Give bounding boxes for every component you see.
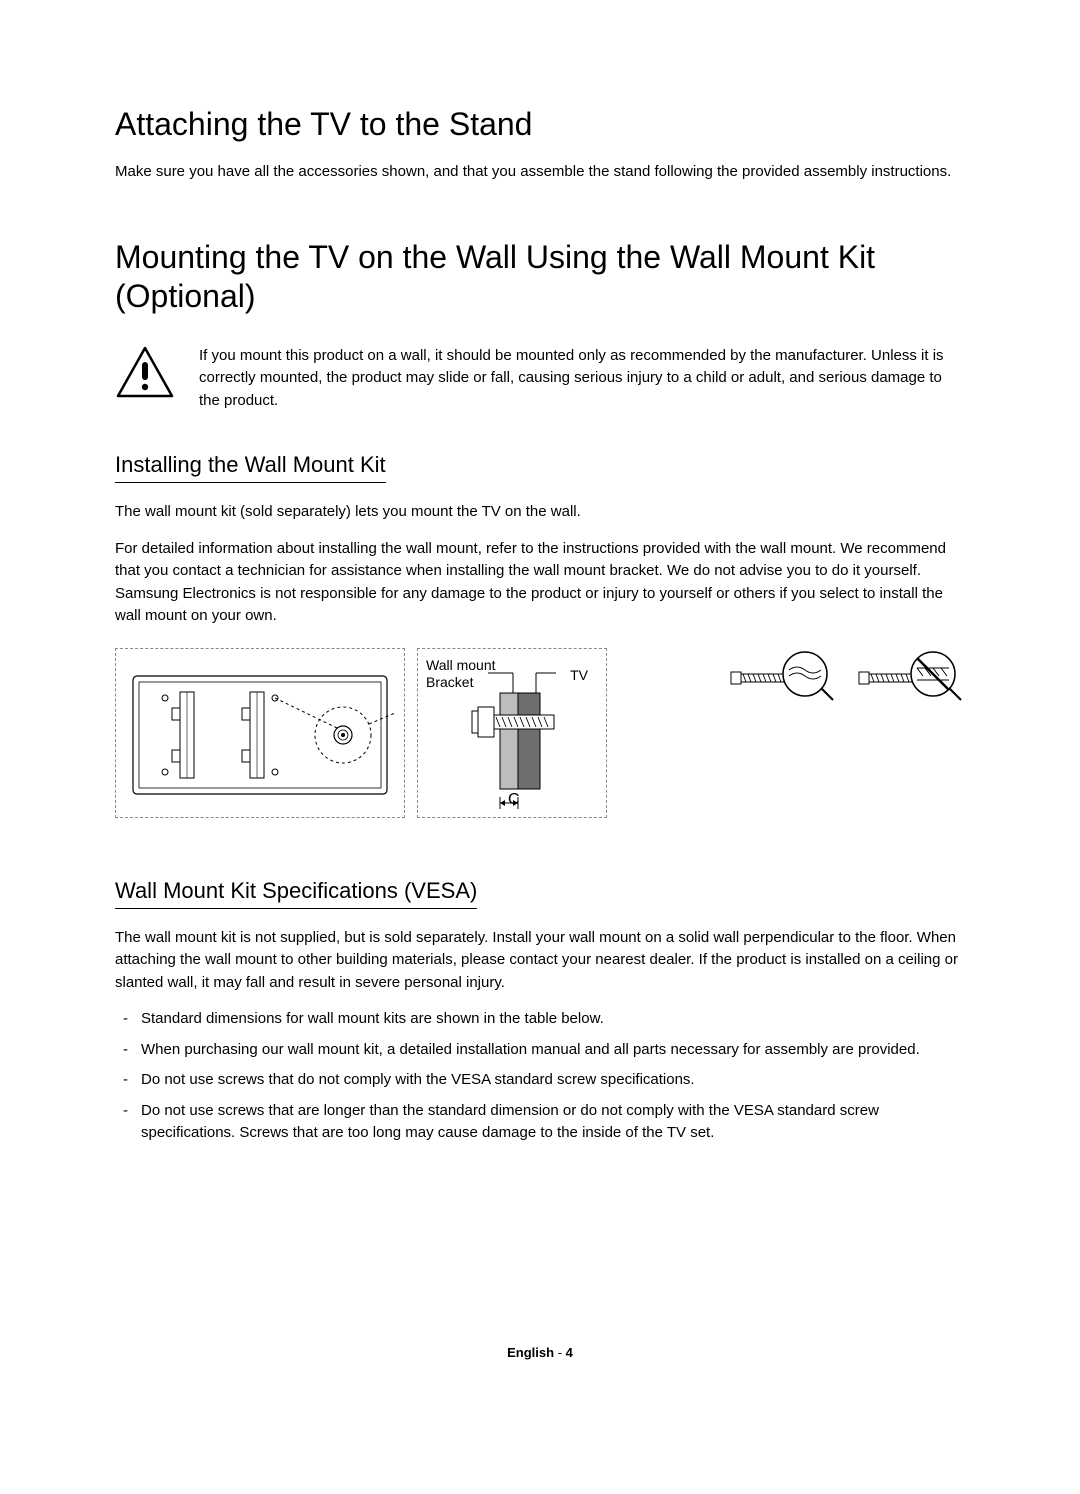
vesa-p1: The wall mount kit is not supplied, but … bbox=[115, 927, 965, 995]
page-footer: English - 4 bbox=[115, 1345, 965, 1360]
warning-icon bbox=[115, 345, 175, 404]
heading-attach-stand: Attaching the TV to the Stand bbox=[115, 105, 965, 143]
diagram-bracket-crosssection: Wall mount Bracket TV C bbox=[417, 648, 607, 818]
intro-attach-stand: Make sure you have all the accessories s… bbox=[115, 161, 965, 183]
install-p2: For detailed information about installin… bbox=[115, 538, 965, 628]
vesa-bullet: Do not use screws that do not comply wit… bbox=[123, 1069, 965, 1092]
heading-wall-mount: Mounting the TV on the Wall Using the Wa… bbox=[115, 238, 965, 315]
screw-allowed-icon bbox=[727, 648, 837, 708]
diagram-row: Wall mount Bracket TV C bbox=[115, 648, 965, 818]
diagram-tv-rear bbox=[115, 648, 405, 818]
heading-vesa-specs: Wall Mount Kit Specifications (VESA) bbox=[115, 878, 477, 909]
warning-text: If you mount this product on a wall, it … bbox=[199, 345, 965, 413]
footer-lang: English bbox=[507, 1345, 554, 1360]
vesa-bullet: Standard dimensions for wall mount kits … bbox=[123, 1008, 965, 1031]
footer-page: 4 bbox=[566, 1345, 573, 1360]
heading-install-kit: Installing the Wall Mount Kit bbox=[115, 452, 386, 483]
vesa-bullet: When purchasing our wall mount kit, a de… bbox=[123, 1039, 965, 1062]
vesa-bullet-list: Standard dimensions for wall mount kits … bbox=[115, 1008, 965, 1145]
diagram-screws bbox=[619, 648, 965, 708]
screw-not-allowed-icon bbox=[855, 648, 965, 708]
warning-block: If you mount this product on a wall, it … bbox=[115, 345, 965, 413]
vesa-bullet: Do not use screws that are longer than t… bbox=[123, 1100, 965, 1145]
footer-sep: - bbox=[554, 1345, 566, 1360]
install-p1: The wall mount kit (sold separately) let… bbox=[115, 501, 965, 524]
